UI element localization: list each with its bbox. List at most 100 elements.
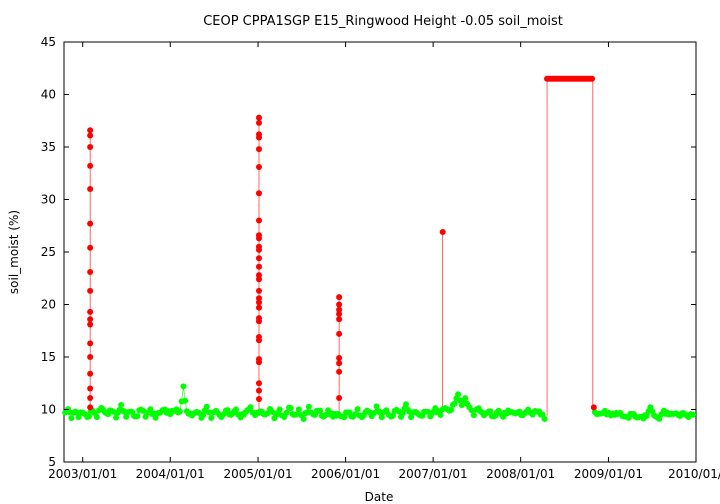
y-tick-label: 45 [41, 35, 56, 49]
flagged-point [336, 316, 343, 323]
good-point [113, 414, 120, 421]
good-point [205, 409, 212, 416]
good-point [403, 401, 410, 408]
good-point [539, 411, 546, 418]
flagged-point [87, 340, 94, 347]
flagged-point [336, 368, 343, 375]
good-point [383, 407, 390, 414]
flagged-point [255, 396, 262, 402]
good-point [378, 414, 385, 421]
flagged-point [87, 370, 94, 377]
plateau-point [589, 75, 596, 82]
y-axis: 5 10 15 20 25 30 35 40 45 [41, 35, 696, 469]
flagged-point [255, 114, 262, 121]
good-point [180, 383, 187, 390]
x-axis: 2003/01/01 2004/01/01 2005/01/01 2006/01/01… [48, 42, 720, 481]
flagged-point [255, 263, 262, 270]
good-point [448, 406, 455, 413]
good-point [317, 407, 324, 414]
flagged-point [255, 119, 262, 126]
y-tick-label: 15 [41, 350, 56, 364]
good-point [123, 413, 130, 420]
good-point [232, 406, 239, 413]
y-tick-label: 30 [41, 193, 56, 207]
good-point [134, 413, 141, 420]
good-point [451, 400, 458, 407]
good-point [399, 410, 406, 417]
flagged-point [336, 355, 343, 362]
good-point [283, 409, 290, 416]
good-point [182, 397, 189, 404]
good-point [93, 414, 100, 421]
good-point [437, 412, 444, 419]
good-point [468, 407, 475, 414]
flagged-point [87, 132, 94, 139]
flagged-point [336, 310, 343, 317]
flagged-point [336, 394, 343, 401]
x-tick-label: 2010/01/01 [668, 467, 720, 481]
flagged-point [87, 308, 94, 315]
flagged-point [255, 163, 262, 170]
flagged-point [336, 360, 343, 367]
flagged-point [255, 380, 262, 387]
flagged-point [87, 321, 94, 328]
good-point [176, 408, 183, 415]
flagged-point [255, 295, 262, 302]
flagged-point [255, 287, 262, 294]
good-point [462, 395, 469, 402]
y-tick-label: 10 [41, 403, 56, 417]
flagged-point [87, 220, 94, 227]
good-point [271, 415, 278, 422]
x-tick-label: 2008/01/01 [486, 467, 555, 481]
flagged-point [87, 404, 94, 411]
good-point [287, 405, 294, 412]
x-axis-label: Date [365, 490, 394, 504]
good-point [295, 406, 302, 413]
flagged-point [255, 217, 262, 224]
flagged-point [87, 316, 94, 323]
good-point [541, 415, 548, 422]
flagged-point [255, 272, 262, 279]
y-axis-label: soil_moist (%) [7, 210, 21, 294]
flagged-point [255, 255, 262, 262]
flagged-point [336, 294, 343, 301]
flagged-point [87, 268, 94, 275]
good-point [276, 406, 283, 413]
good-point [455, 391, 462, 398]
flagged-point [87, 394, 94, 401]
flagged-point [87, 144, 94, 150]
x-tick-label: 2009/01/01 [574, 467, 643, 481]
flagged-point [255, 243, 262, 250]
flagged-point [255, 232, 262, 239]
good-point [147, 406, 154, 413]
good-point [341, 414, 348, 421]
good-point [373, 403, 380, 410]
good-point [656, 415, 663, 422]
flagged-point [87, 287, 94, 294]
flagged-point [87, 354, 94, 360]
flagged-point [336, 330, 343, 337]
flagged-point [255, 276, 262, 283]
y-tick-label: 40 [41, 88, 56, 102]
good-point [140, 407, 147, 414]
good-point [487, 408, 494, 415]
series-good [62, 383, 697, 423]
y-tick-label: 20 [41, 298, 56, 312]
good-point [354, 406, 361, 413]
good-point [152, 414, 159, 421]
x-tick-label: 2006/01/01 [311, 467, 380, 481]
y-tick-label: 25 [41, 245, 56, 259]
flagged-point [255, 315, 262, 322]
good-point [247, 404, 254, 411]
good-point [200, 411, 207, 418]
good-point [75, 414, 82, 421]
y-tick-label: 5 [48, 455, 56, 469]
plot-frame [63, 41, 697, 463]
good-point [389, 412, 396, 419]
flagged-point [255, 304, 262, 311]
x-tick-label: 2007/01/01 [399, 467, 468, 481]
flagged-point [87, 385, 94, 392]
good-point [85, 413, 92, 420]
flagged-point [439, 229, 446, 236]
